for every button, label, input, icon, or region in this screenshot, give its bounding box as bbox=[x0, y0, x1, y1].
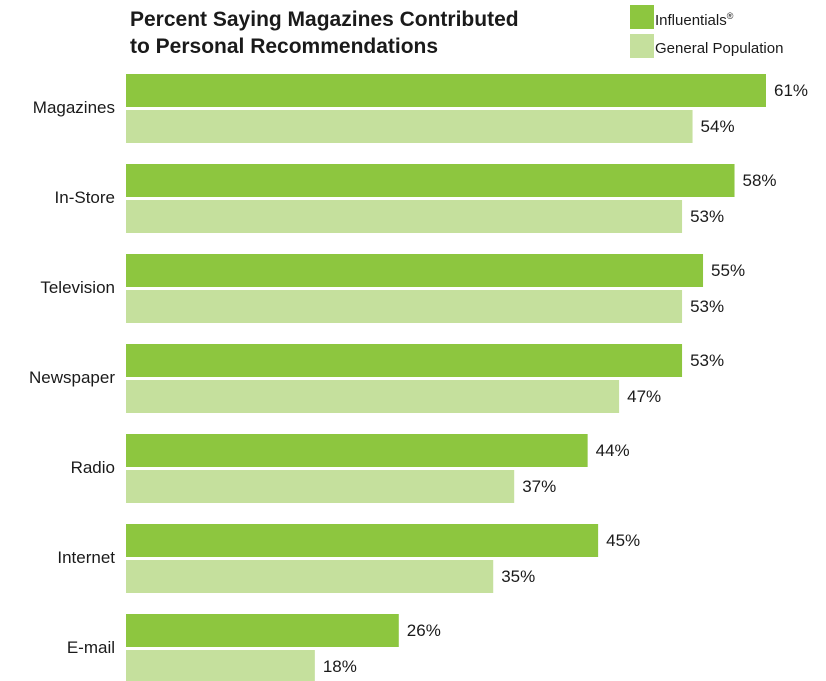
value-label-internet-influentials: 45% bbox=[606, 531, 640, 550]
category-label-e-mail: E-mail bbox=[67, 638, 115, 657]
bar-e-mail-general-population bbox=[126, 650, 315, 681]
bar-newspaper-influentials bbox=[126, 344, 683, 377]
legend-label-influentials: Influentials® bbox=[655, 11, 733, 29]
legend-text-influentials: Influentials bbox=[655, 12, 727, 29]
value-label-e-mail-general-population: 18% bbox=[323, 657, 357, 676]
bar-in-store-general-population bbox=[126, 200, 683, 233]
category-label-in-store: In-Store bbox=[55, 188, 115, 207]
bar-internet-general-population bbox=[126, 560, 494, 593]
bar-internet-influentials bbox=[126, 524, 599, 557]
legend-swatch-influentials bbox=[630, 5, 654, 29]
chart-title-line-1: Percent Saying Magazines Contributed bbox=[130, 8, 519, 31]
bar-radio-influentials bbox=[126, 434, 588, 467]
category-label-internet: Internet bbox=[57, 548, 115, 567]
category-label-television: Television bbox=[40, 278, 115, 297]
chart-title: Percent Saying Magazines Contributed to … bbox=[130, 6, 600, 60]
value-label-television-influentials: 55% bbox=[711, 261, 745, 280]
legend: Influentials® General Population bbox=[630, 5, 825, 63]
bar-magazines-influentials bbox=[126, 74, 766, 107]
legend-item-influentials: Influentials® bbox=[630, 5, 825, 34]
value-label-in-store-influentials: 58% bbox=[743, 171, 777, 190]
legend-item-general-population: General Population bbox=[630, 34, 825, 63]
category-label-newspaper: Newspaper bbox=[29, 368, 115, 387]
legend-label-general-population: General Population bbox=[655, 40, 784, 57]
value-label-in-store-general-population: 53% bbox=[690, 207, 724, 226]
bar-e-mail-influentials bbox=[126, 614, 399, 647]
legend-swatch-general-population bbox=[630, 34, 654, 58]
bar-radio-general-population bbox=[126, 470, 515, 503]
bar-television-influentials bbox=[126, 254, 704, 287]
value-label-television-general-population: 53% bbox=[690, 297, 724, 316]
registered-mark: ® bbox=[726, 11, 734, 21]
value-label-radio-influentials: 44% bbox=[596, 441, 630, 460]
category-label-radio: Radio bbox=[71, 458, 115, 477]
bar-magazines-general-population bbox=[126, 110, 693, 143]
chart-title-line-2: to Personal Recommendations bbox=[130, 35, 439, 58]
value-label-radio-general-population: 37% bbox=[522, 477, 556, 496]
value-label-magazines-general-population: 54% bbox=[701, 117, 735, 136]
bar-in-store-influentials bbox=[126, 164, 735, 197]
value-label-newspaper-influentials: 53% bbox=[690, 351, 724, 370]
category-label-magazines: Magazines bbox=[33, 98, 115, 117]
value-label-magazines-influentials: 61% bbox=[774, 81, 808, 100]
bar-newspaper-general-population bbox=[126, 380, 620, 413]
value-label-newspaper-general-population: 47% bbox=[627, 387, 661, 406]
value-label-internet-general-population: 35% bbox=[501, 567, 535, 586]
bar-television-general-population bbox=[126, 290, 683, 323]
value-label-e-mail-influentials: 26% bbox=[407, 621, 441, 640]
